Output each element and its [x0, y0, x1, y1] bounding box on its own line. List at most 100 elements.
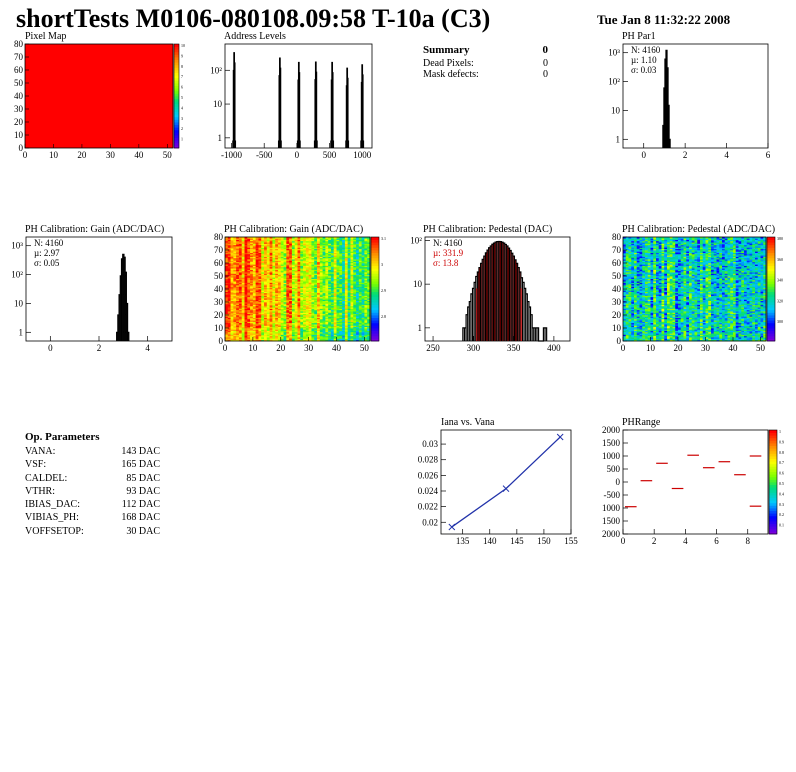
heatmap-cell: [631, 321, 635, 324]
heatmap-cell: [283, 326, 287, 329]
heatmap-cell: [252, 304, 257, 307]
heatmap-cell: [255, 290, 259, 292]
palette-cell: [371, 289, 379, 292]
heatmap-cell: [344, 335, 349, 338]
heatmap-cell: [230, 313, 234, 316]
heatmap-cell: [289, 283, 293, 286]
heatmap-cell: [364, 256, 368, 259]
heatmap-cell: [330, 272, 335, 274]
heatmap-cell: [631, 270, 635, 273]
heatmap-cell: [269, 266, 273, 269]
heatmap-cell: [634, 289, 638, 291]
heatmap-cell: [330, 279, 335, 282]
heatmap-cell: [350, 255, 354, 257]
heatmap-cell: [247, 273, 251, 276]
heatmap-cell: [358, 300, 362, 303]
heatmap-cell: [264, 270, 268, 273]
heatmap-cell: [342, 322, 346, 325]
heatmap-cell: [258, 287, 262, 290]
heatmap-cell: [272, 253, 276, 256]
heatmap-cell: [623, 339, 627, 342]
heatmap-cell: [347, 320, 351, 322]
heatmap-cell: [230, 294, 234, 296]
heatmap-cell: [356, 315, 360, 317]
heatmap-cell: [258, 266, 262, 269]
heatmap-cell: [252, 277, 257, 279]
heatmap-cell: [358, 291, 362, 294]
heatmap-cell: [336, 240, 340, 243]
heatmap-cell: [244, 305, 248, 308]
heatmap-cell: [333, 276, 337, 278]
heatmap-cell: [314, 298, 318, 300]
heatmap-cell: [314, 296, 318, 299]
heatmap-cell: [277, 255, 282, 257]
heatmap-cell: [333, 309, 337, 312]
heatmap-cell: [322, 242, 326, 244]
heatmap-cell: [636, 334, 640, 337]
heatmap-cell: [347, 334, 351, 337]
heatmap-cell: [314, 264, 318, 266]
heatmap-cell: [294, 315, 298, 317]
heatmap-cell: [333, 334, 337, 337]
heatmap-cell: [258, 333, 262, 335]
heatmap-cell: [639, 335, 643, 338]
heatmap-cell: [625, 333, 629, 335]
heatmap-cell: [317, 296, 321, 299]
heatmap-cell: [305, 337, 310, 339]
heatmap-cell: [356, 322, 360, 325]
heatmap-cell: [297, 261, 301, 264]
heatmap-cell: [247, 257, 251, 260]
heatmap-cell: [342, 318, 346, 321]
heatmap-cell: [367, 329, 371, 331]
heatmap-cell: [225, 326, 229, 329]
heatmap-cell: [252, 260, 257, 263]
heatmap-cell: [266, 305, 270, 308]
heatmap-cell: [289, 273, 293, 276]
heatmap-cell: [330, 321, 335, 324]
heatmap-cell: [225, 305, 229, 308]
heatmap-cell: [289, 322, 293, 325]
heatmap-cell: [625, 247, 629, 250]
heatmap-cell: [367, 294, 371, 296]
heatmap-cell: [294, 309, 298, 312]
heatmap-cell: [634, 239, 638, 242]
palette-cell: [174, 80, 179, 84]
heatmap-cell: [631, 330, 635, 333]
heatmap-cell: [289, 339, 293, 342]
heatmap-cell: [333, 263, 337, 265]
heatmap-cell: [311, 278, 315, 281]
heatmap-cell: [634, 308, 638, 311]
heatmap-cell: [314, 338, 318, 341]
heatmap-cell: [308, 283, 312, 286]
heatmap-cell: [631, 329, 635, 331]
heatmap-cell: [317, 255, 321, 257]
heatmap-cell: [255, 335, 259, 338]
heatmap-cell: [241, 256, 245, 259]
heatmap-cell: [636, 264, 640, 266]
heatmap-cell: [241, 255, 245, 257]
heatmap-cell: [628, 305, 632, 308]
heatmap-cell: [350, 268, 354, 270]
heatmap-cell: [280, 253, 284, 256]
heatmap-cell: [297, 290, 301, 292]
heatmap-cell: [339, 260, 343, 263]
heatmap-cell: [225, 307, 229, 309]
heatmap-cell: [241, 326, 245, 329]
heatmap-cell: [328, 265, 332, 268]
heatmap-cell: [631, 246, 635, 248]
heatmap-cell: [628, 259, 632, 261]
heatmap-cell: [305, 338, 310, 341]
x-tick-label: 50: [163, 150, 173, 160]
heatmap-cell: [625, 322, 629, 325]
heatmap-cell: [322, 331, 326, 334]
heatmap-cell: [286, 244, 290, 247]
heatmap-cell: [367, 270, 371, 273]
heatmap-cell: [227, 264, 231, 266]
heatmap-cell: [261, 253, 265, 256]
heatmap-cell: [333, 338, 337, 341]
heatmap-cell: [322, 248, 326, 251]
heatmap-cell: [628, 334, 632, 337]
heatmap-cell: [347, 283, 351, 286]
heatmap-cell: [317, 257, 321, 260]
heatmap-cell: [272, 321, 276, 324]
